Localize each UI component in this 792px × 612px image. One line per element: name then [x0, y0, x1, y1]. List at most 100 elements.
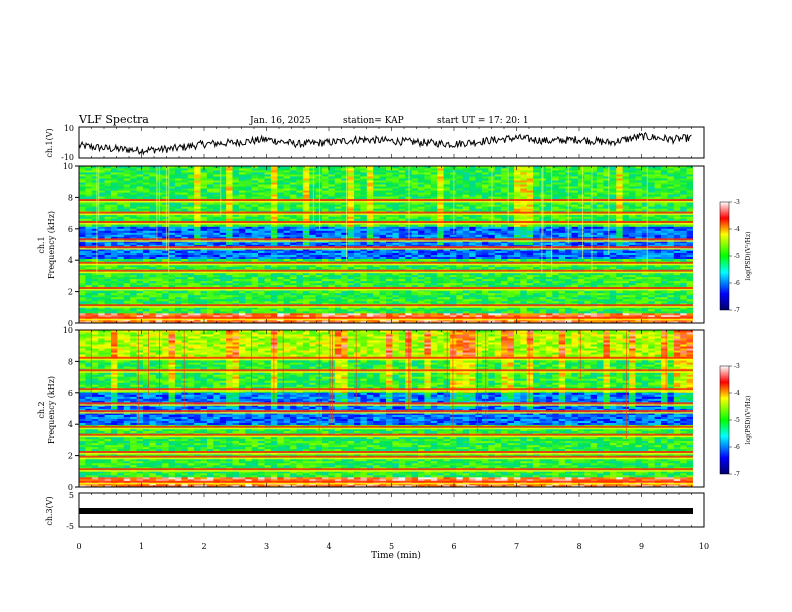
spectrogram-cell [91, 320, 99, 324]
spectrogram-cell [328, 272, 336, 276]
spectrogram-cell [200, 282, 208, 286]
spectrogram-cell [667, 310, 675, 314]
spectrogram-cell [571, 310, 579, 314]
spectrogram-cell [475, 298, 483, 302]
spectrogram-cell [603, 306, 611, 310]
spectrogram-cell [232, 302, 240, 306]
spectrogram-cell [322, 284, 329, 288]
spectrogram-cell [673, 272, 681, 276]
spectrogram-cell [417, 258, 425, 261]
spectrogram-cell [437, 292, 444, 296]
spectrogram-cell [501, 258, 508, 261]
spectrogram-cell [488, 272, 496, 276]
spectrogram-cell [155, 308, 163, 312]
spectrogram-cell [213, 282, 221, 286]
spectrogram-cell [392, 264, 400, 268]
spectrogram-cell [667, 306, 675, 310]
spectrogram-cell [443, 290, 451, 294]
spectrogram-cell [142, 314, 150, 318]
spectrogram-cell [162, 258, 169, 261]
spectrogram-cell [187, 314, 195, 318]
spectrogram-cell [526, 310, 534, 314]
spectrogram-cell [341, 320, 349, 324]
spectrogram-cell [430, 292, 438, 296]
spectrogram-cell [322, 278, 329, 282]
spectrogram-cell [283, 282, 291, 286]
spectrogram-cell [405, 298, 412, 302]
spectrogram-cell [110, 312, 118, 316]
spectrogram-cell [577, 258, 585, 261]
spectrogram-cell [104, 320, 112, 324]
spectrogram-cell [373, 274, 381, 278]
spectrogram-cell [283, 302, 291, 306]
spectrogram-cell [302, 292, 310, 296]
spectrogram-cell [213, 298, 221, 302]
spectrogram-cell [386, 292, 393, 296]
spectrogram-cell [520, 284, 528, 288]
spectrogram-cell [277, 312, 285, 316]
spectrogram-cell [136, 306, 144, 310]
spectrogram-cell [641, 276, 649, 280]
spectrogram-cell [181, 278, 189, 282]
spectrogram-cell [264, 296, 272, 300]
spectrogram-cell [603, 264, 611, 268]
spectrogram-cell [226, 306, 233, 310]
spectrogram-cell [539, 320, 547, 324]
spectrogram-cell [424, 278, 432, 282]
spectrogram-cell [79, 266, 86, 270]
spectrogram-cell [219, 292, 227, 296]
spectrogram-cell [545, 282, 553, 286]
spectrogram-cell [686, 314, 694, 318]
spectrogram-cell [386, 266, 393, 270]
spectrogram-cell [168, 314, 176, 318]
spectrogram-cell [245, 306, 253, 310]
spectrogram-cell [117, 294, 125, 298]
spectrogram-cell [545, 264, 553, 268]
spectrogram-cell [360, 264, 368, 268]
spectrogram-cell [469, 312, 476, 316]
spectrogram-cell [641, 258, 649, 261]
spectrogram-cell [91, 282, 99, 286]
spectrogram-cell [481, 294, 489, 298]
spectrogram-cell [238, 312, 246, 316]
spectrogram-cell [322, 282, 329, 286]
spectrogram-cell [296, 258, 304, 261]
spectrogram-cell [251, 294, 259, 298]
spectrogram-cell [622, 310, 630, 314]
spectrogram-cell [270, 292, 278, 296]
spectrogram-cell [328, 278, 336, 282]
spectrogram-cell [571, 296, 579, 300]
spectrogram-cell [104, 280, 112, 284]
spectrogram-cell [411, 290, 419, 294]
spectrogram-cell [142, 280, 150, 284]
spectrogram-cell [520, 290, 528, 294]
spectrogram-cell [379, 280, 387, 284]
spectrogram-cell [328, 310, 336, 314]
spectrogram-cell [360, 290, 368, 294]
spectrogram-cell [213, 258, 221, 261]
spectrogram-cell [290, 308, 297, 312]
spectrogram-cell [475, 300, 483, 304]
spectrogram-cell [123, 312, 131, 316]
spectrogram-cell [622, 314, 630, 318]
spectrogram-cell [430, 300, 438, 304]
spectrogram-cell [475, 296, 483, 300]
spectrogram-cell [213, 314, 221, 318]
spectrogram-cell [430, 320, 438, 324]
spectrogram-cell [341, 306, 349, 310]
spectrogram-cell [334, 314, 342, 318]
spectrogram-cell [174, 296, 182, 300]
spectrogram-cell [552, 294, 560, 298]
spectrogram-cell [379, 296, 387, 300]
spectrogram-cell [309, 282, 317, 286]
spectrogram-cell [104, 312, 112, 316]
spectrogram-cell [117, 258, 125, 261]
spectrogram-cell [360, 298, 368, 302]
spectrogram-cell [290, 314, 297, 318]
spectrogram-cell [520, 310, 528, 314]
spectrogram-cell [558, 296, 566, 300]
spectrogram-cell [661, 294, 668, 298]
spectrogram-cell [219, 280, 227, 284]
spectrogram-cell [200, 256, 208, 259]
spectrogram-cell [443, 258, 451, 261]
